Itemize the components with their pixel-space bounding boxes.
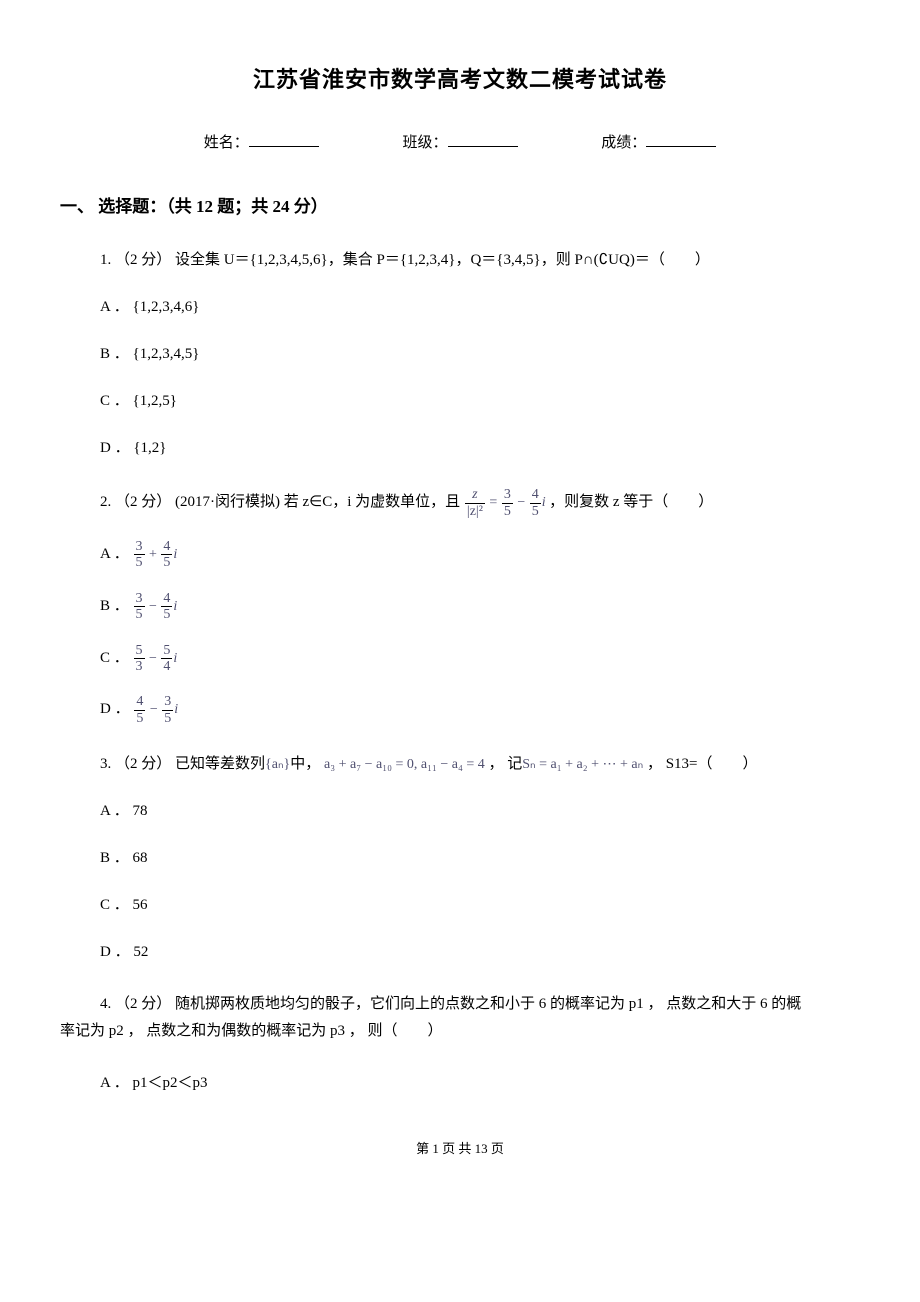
q1-option-c[interactable]: C ． {1,2,5} bbox=[100, 388, 860, 415]
q3-option-c[interactable]: C ． 56 bbox=[100, 892, 860, 919]
question-1: 1. （2 分） 设全集 U＝{1,2,3,4,5,6}，集合 P＝{1,2,3… bbox=[60, 247, 860, 462]
q1-option-d[interactable]: D ． {1,2} bbox=[100, 435, 860, 462]
name-blank[interactable] bbox=[249, 132, 319, 147]
q2-stem-post: ，则复数 z 等于（ ） bbox=[549, 494, 713, 510]
page-footer: 第 1 页 共 13 页 bbox=[60, 1137, 860, 1160]
q3-eq1: a₃ + a₇ − a₁₀ = 0, a₁₁ − a₄ = 4 bbox=[324, 757, 485, 772]
q2-condition-eq: z|z|² = 35 − 45i bbox=[464, 495, 549, 510]
q4-option-a[interactable]: A ． p1＜p2＜p3 bbox=[60, 1070, 860, 1097]
score-blank[interactable] bbox=[646, 132, 716, 147]
q3-mid1: 中， bbox=[290, 756, 324, 772]
class-field: 班级： bbox=[402, 130, 517, 157]
q2-option-c[interactable]: C ． 53 − 54i bbox=[100, 643, 860, 675]
q3-seq: {aₙ} bbox=[265, 757, 290, 772]
q3-eq2: Sₙ = a₁ + a₂ + ⋯ + aₙ bbox=[522, 757, 643, 772]
name-field: 姓名： bbox=[204, 130, 319, 157]
question-3: 3. （2 分） 已知等差数列{aₙ}中， a₃ + a₇ − a₁₀ = 0,… bbox=[60, 751, 860, 966]
q3-stem-pre: 3. （2 分） 已知等差数列 bbox=[100, 756, 265, 772]
q4-stem-line1: 4. （2 分） 随机掷两枚质地均匀的骰子，它们向上的点数之和小于 6 的概率记… bbox=[60, 991, 860, 1018]
section-heading: 一、 选择题：（共 12 题；共 24 分） bbox=[60, 192, 860, 223]
q3-option-a[interactable]: A ． 78 bbox=[100, 798, 860, 825]
question-4: 4. （2 分） 随机掷两枚质地均匀的骰子，它们向上的点数之和小于 6 的概率记… bbox=[60, 991, 860, 1097]
class-label: 班级： bbox=[402, 135, 447, 151]
page-title: 江苏省淮安市数学高考文数二模考试试卷 bbox=[60, 60, 860, 100]
class-blank[interactable] bbox=[448, 132, 518, 147]
q2-stem: 2. （2 分） (2017·闵行模拟) 若 z∈C，i 为虚数单位，且 z|z… bbox=[100, 487, 860, 519]
q1-option-a[interactable]: A ． {1,2,3,4,6} bbox=[100, 294, 860, 321]
q2-option-b[interactable]: B ． 35 − 45i bbox=[100, 591, 860, 623]
q3-stem-post: ， S13=（ ） bbox=[643, 756, 757, 772]
q1-stem: 1. （2 分） 设全集 U＝{1,2,3,4,5,6}，集合 P＝{1,2,3… bbox=[100, 247, 860, 274]
score-label: 成绩： bbox=[601, 135, 646, 151]
q3-option-b[interactable]: B ． 68 bbox=[100, 845, 860, 872]
q3-option-d[interactable]: D ． 52 bbox=[100, 939, 860, 966]
q1-option-b[interactable]: B ． {1,2,3,4,5} bbox=[100, 341, 860, 368]
question-2: 2. （2 分） (2017·闵行模拟) 若 z∈C，i 为虚数单位，且 z|z… bbox=[60, 487, 860, 726]
score-field: 成绩： bbox=[601, 130, 716, 157]
q2-stem-pre: 2. （2 分） (2017·闵行模拟) 若 z∈C，i 为虚数单位，且 bbox=[100, 494, 464, 510]
student-info-line: 姓名： 班级： 成绩： bbox=[60, 130, 860, 157]
q3-mid2: ， 记 bbox=[485, 756, 523, 772]
q2-option-a[interactable]: A ． 35 + 45i bbox=[100, 539, 860, 571]
name-label: 姓名： bbox=[204, 135, 249, 151]
q2-option-d[interactable]: D ． 45 − 35i bbox=[100, 694, 860, 726]
q4-stem-line2: 率记为 p2 ， 点数之和为偶数的概率记为 p3 ， 则（ ） bbox=[60, 1018, 860, 1045]
q3-stem: 3. （2 分） 已知等差数列{aₙ}中， a₃ + a₇ − a₁₀ = 0,… bbox=[100, 751, 860, 778]
